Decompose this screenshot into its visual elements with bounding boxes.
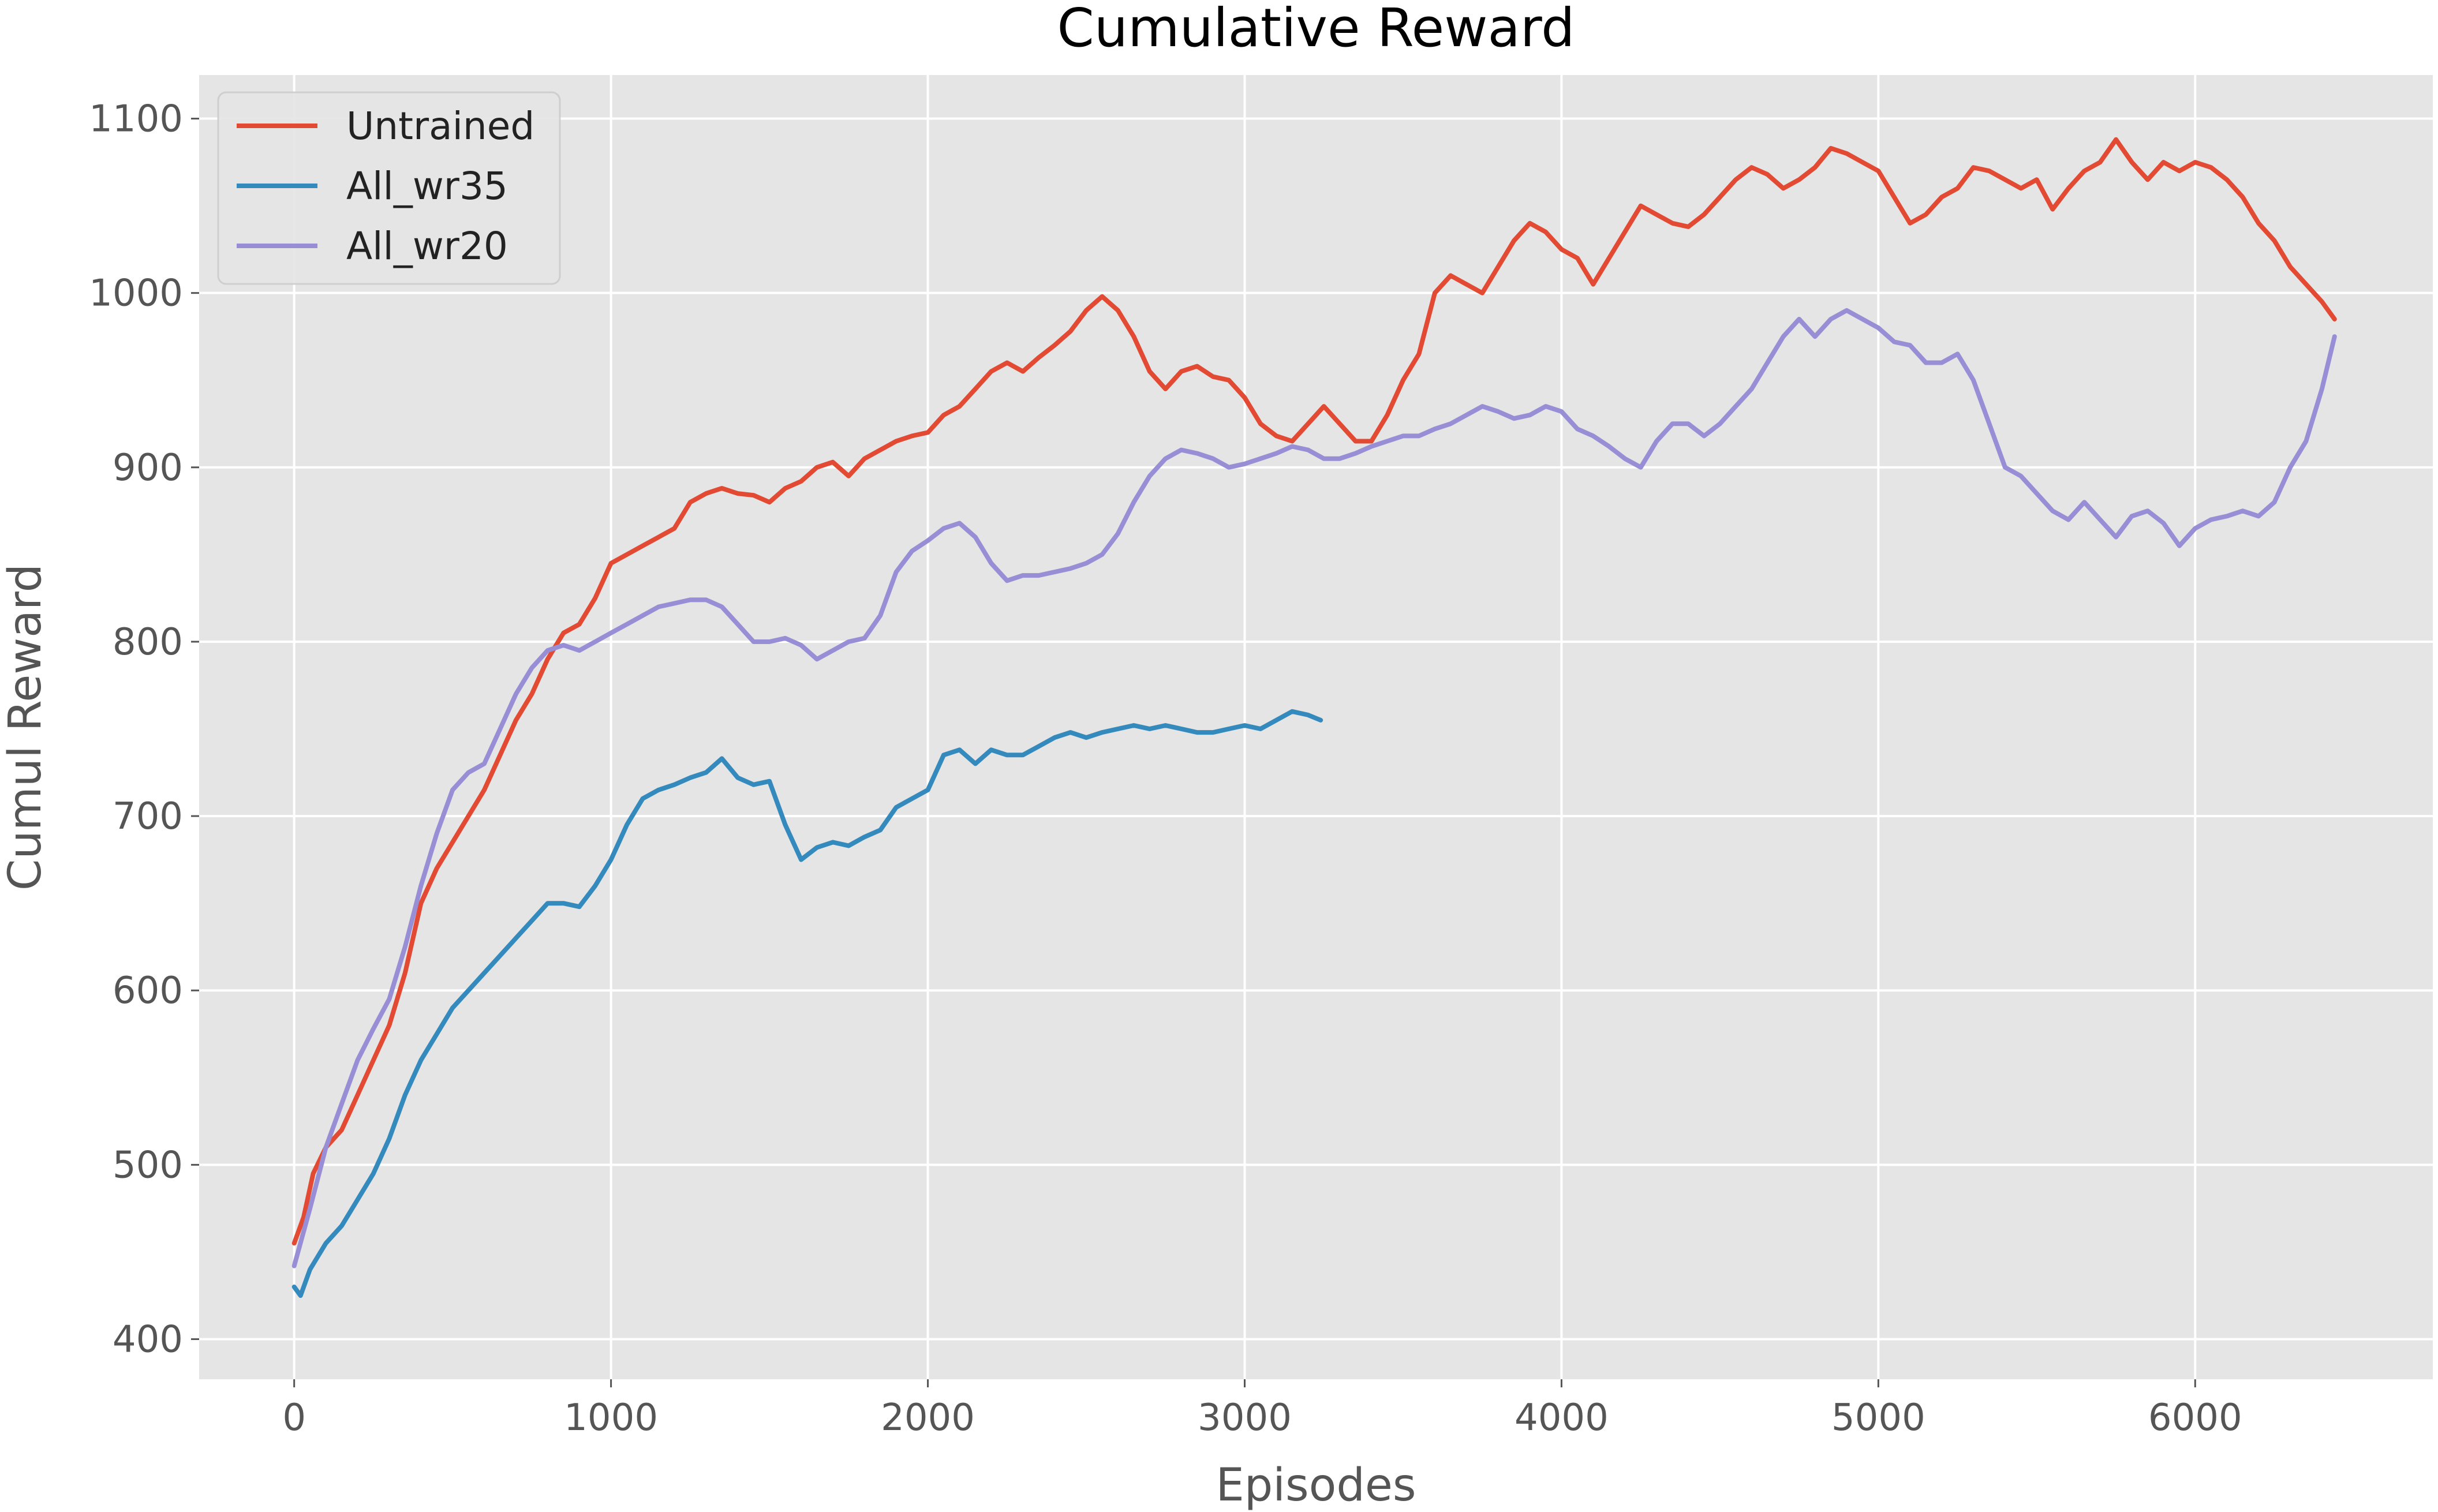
series-line-all-wr35: [291, 709, 1323, 1298]
y-tick-label: 900: [113, 447, 183, 489]
x-tick-label: 0: [282, 1397, 306, 1439]
y-tick-label: 400: [113, 1319, 183, 1361]
legend-box: [217, 91, 561, 285]
y-axis-label: Cumul Reward: [0, 564, 51, 890]
legend-label-all-wr20: All_wr20: [346, 224, 508, 268]
x-tick-label: 6000: [2148, 1397, 2242, 1439]
legend: Untrained All_wr35 All_wr20: [217, 91, 561, 285]
y-tick-label: 700: [113, 795, 183, 838]
legend-label-untrained: Untrained: [346, 104, 534, 148]
y-tick-label: 500: [113, 1144, 183, 1187]
chart-title: Cumulative Reward: [1057, 0, 1575, 59]
x-tick-label: 4000: [1515, 1397, 1609, 1439]
x-tick-label: 5000: [1831, 1397, 1925, 1439]
legend-label-all-wr35: All_wr35: [346, 164, 508, 208]
x-tick-label: 2000: [881, 1397, 975, 1439]
series-line-all-wr20: [291, 308, 2337, 1268]
x-tick-label: 1000: [564, 1397, 658, 1439]
y-tick-label: 1100: [89, 98, 183, 141]
grid: [199, 75, 2433, 1379]
y-tick-label: 800: [113, 621, 183, 664]
y-tick-label: 600: [113, 970, 183, 1012]
x-tick-label: 3000: [1198, 1397, 1292, 1439]
series-line-untrained: [291, 137, 2337, 1246]
axis-ticks: 0 1000 2000 3000 4000 5000 6000 400 500 600 700 800…: [89, 98, 2242, 1439]
y-tick-label: 1000: [89, 272, 183, 315]
x-axis-label: Episodes: [1216, 1459, 1416, 1511]
series-lines: [291, 137, 2337, 1298]
